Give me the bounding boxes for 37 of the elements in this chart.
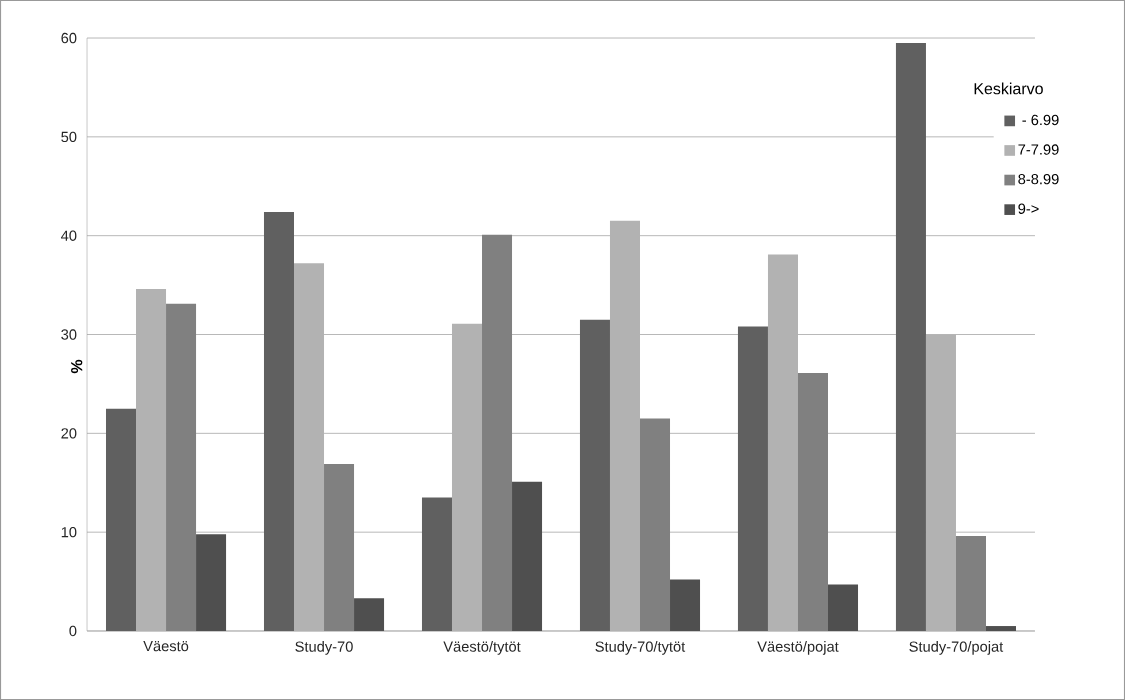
bar xyxy=(797,373,829,631)
y-tick-label: 0 xyxy=(69,625,77,637)
y-tick-label: 60 xyxy=(61,32,77,44)
x-tick-label: Väestö xyxy=(143,641,189,652)
bar xyxy=(895,42,926,631)
x-tick-label: Study-70/tytöt xyxy=(595,641,686,655)
bar xyxy=(512,481,543,631)
y-tick-label: 50 xyxy=(61,131,77,143)
bar xyxy=(324,463,355,631)
x-tick-label: Väestö/tytöt xyxy=(443,641,521,655)
x-tick-label: Väestö/pojat xyxy=(757,641,839,655)
legend-label: 8-8.99 xyxy=(1018,173,1059,185)
y-axis-title: % xyxy=(71,359,83,374)
x-tick-label: Study-70/pojat xyxy=(909,641,1004,655)
y-tick-label: 10 xyxy=(61,526,77,538)
bar xyxy=(670,579,701,631)
bar xyxy=(354,598,385,631)
bar xyxy=(263,211,294,631)
bar xyxy=(640,418,671,631)
y-tick-label: 30 xyxy=(61,329,77,340)
bar xyxy=(166,303,197,631)
bar xyxy=(737,326,768,631)
y-tick-label: 20 xyxy=(61,428,77,439)
bar xyxy=(196,534,227,631)
bar xyxy=(421,497,452,631)
bar xyxy=(105,408,137,631)
legend-label: 7-7.99 xyxy=(1018,144,1059,155)
legend-label: - 6.99 xyxy=(1022,114,1059,126)
bar xyxy=(482,234,513,631)
legend-label: 9-> xyxy=(1018,203,1039,214)
y-tick-label: 40 xyxy=(61,230,77,241)
x-tick-label: Study-70 xyxy=(295,641,353,655)
bar xyxy=(579,319,610,631)
bar xyxy=(955,536,986,631)
bar xyxy=(828,584,859,631)
legend-title: Keskiarvo xyxy=(974,82,1043,95)
bar xyxy=(986,626,1017,631)
